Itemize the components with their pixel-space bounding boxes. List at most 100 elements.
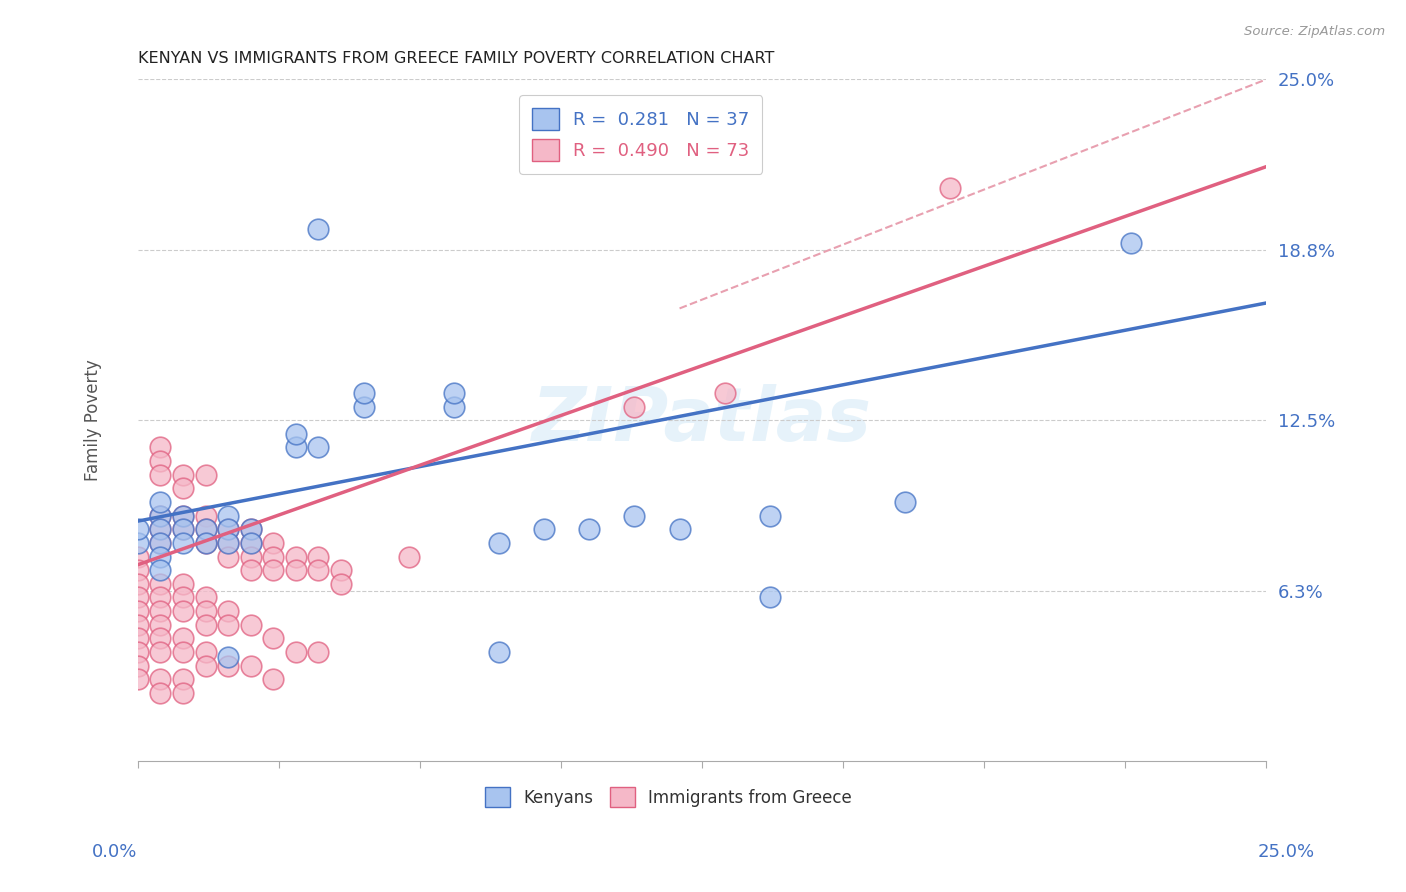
Point	[127, 658, 149, 673]
Point	[172, 645, 194, 659]
Point	[443, 386, 465, 401]
Point	[172, 522, 194, 536]
Point	[262, 536, 284, 550]
Point	[149, 467, 172, 482]
Point	[172, 467, 194, 482]
Point	[443, 400, 465, 414]
Point	[239, 522, 262, 536]
Point	[194, 508, 217, 523]
Point	[217, 536, 239, 550]
Point	[894, 495, 917, 509]
Point	[194, 522, 217, 536]
Point	[284, 441, 307, 455]
Point	[172, 632, 194, 646]
Point	[217, 536, 239, 550]
Point	[262, 673, 284, 687]
Point	[194, 591, 217, 605]
Text: Source: ZipAtlas.com: Source: ZipAtlas.com	[1244, 25, 1385, 38]
Point	[149, 495, 172, 509]
Text: 25.0%: 25.0%	[1257, 843, 1315, 861]
Point	[172, 686, 194, 700]
Point	[307, 563, 329, 577]
Point	[172, 604, 194, 618]
Point	[149, 591, 172, 605]
Point	[172, 508, 194, 523]
Point	[284, 549, 307, 564]
Point	[127, 577, 149, 591]
Point	[239, 536, 262, 550]
Legend: Kenyans, Immigrants from Greece: Kenyans, Immigrants from Greece	[478, 780, 859, 814]
Point	[172, 673, 194, 687]
Point	[149, 686, 172, 700]
Point	[127, 549, 149, 564]
Point	[262, 632, 284, 646]
Point	[149, 508, 172, 523]
Point	[217, 617, 239, 632]
Point	[578, 522, 600, 536]
Point	[217, 508, 239, 523]
Point	[194, 467, 217, 482]
Point	[127, 536, 149, 550]
Point	[172, 591, 194, 605]
Point	[149, 673, 172, 687]
Point	[284, 645, 307, 659]
Point	[149, 508, 172, 523]
Text: 0.0%: 0.0%	[91, 843, 136, 861]
Point	[194, 658, 217, 673]
Point	[284, 563, 307, 577]
Point	[307, 441, 329, 455]
Point	[217, 604, 239, 618]
Point	[239, 522, 262, 536]
Point	[149, 536, 172, 550]
Point	[127, 591, 149, 605]
Point	[149, 577, 172, 591]
Point	[623, 400, 645, 414]
Point	[127, 673, 149, 687]
Point	[217, 522, 239, 536]
Point	[353, 400, 375, 414]
Point	[127, 522, 149, 536]
Point	[149, 441, 172, 455]
Point	[194, 617, 217, 632]
Point	[127, 604, 149, 618]
Point	[194, 645, 217, 659]
Point	[127, 617, 149, 632]
Point	[127, 645, 149, 659]
Point	[149, 604, 172, 618]
Text: KENYAN VS IMMIGRANTS FROM GREECE FAMILY POVERTY CORRELATION CHART: KENYAN VS IMMIGRANTS FROM GREECE FAMILY …	[138, 51, 775, 66]
Point	[127, 563, 149, 577]
Point	[127, 632, 149, 646]
Point	[239, 563, 262, 577]
Point	[149, 549, 172, 564]
Point	[149, 617, 172, 632]
Point	[939, 181, 962, 195]
Point	[398, 549, 420, 564]
Point	[149, 522, 172, 536]
Point	[149, 522, 172, 536]
Point	[172, 508, 194, 523]
Point	[217, 549, 239, 564]
Point	[149, 536, 172, 550]
Point	[533, 522, 555, 536]
Point	[172, 536, 194, 550]
Point	[353, 386, 375, 401]
Text: ZIPatlas: ZIPatlas	[531, 384, 872, 457]
Point	[262, 549, 284, 564]
Point	[217, 522, 239, 536]
Text: Family Poverty: Family Poverty	[84, 359, 101, 481]
Point	[149, 632, 172, 646]
Point	[488, 536, 510, 550]
Point	[194, 522, 217, 536]
Point	[172, 577, 194, 591]
Point	[759, 508, 782, 523]
Point	[307, 222, 329, 236]
Point	[149, 563, 172, 577]
Point	[488, 645, 510, 659]
Point	[239, 658, 262, 673]
Point	[217, 650, 239, 665]
Point	[149, 645, 172, 659]
Point	[194, 604, 217, 618]
Point	[239, 617, 262, 632]
Point	[307, 645, 329, 659]
Point	[330, 563, 353, 577]
